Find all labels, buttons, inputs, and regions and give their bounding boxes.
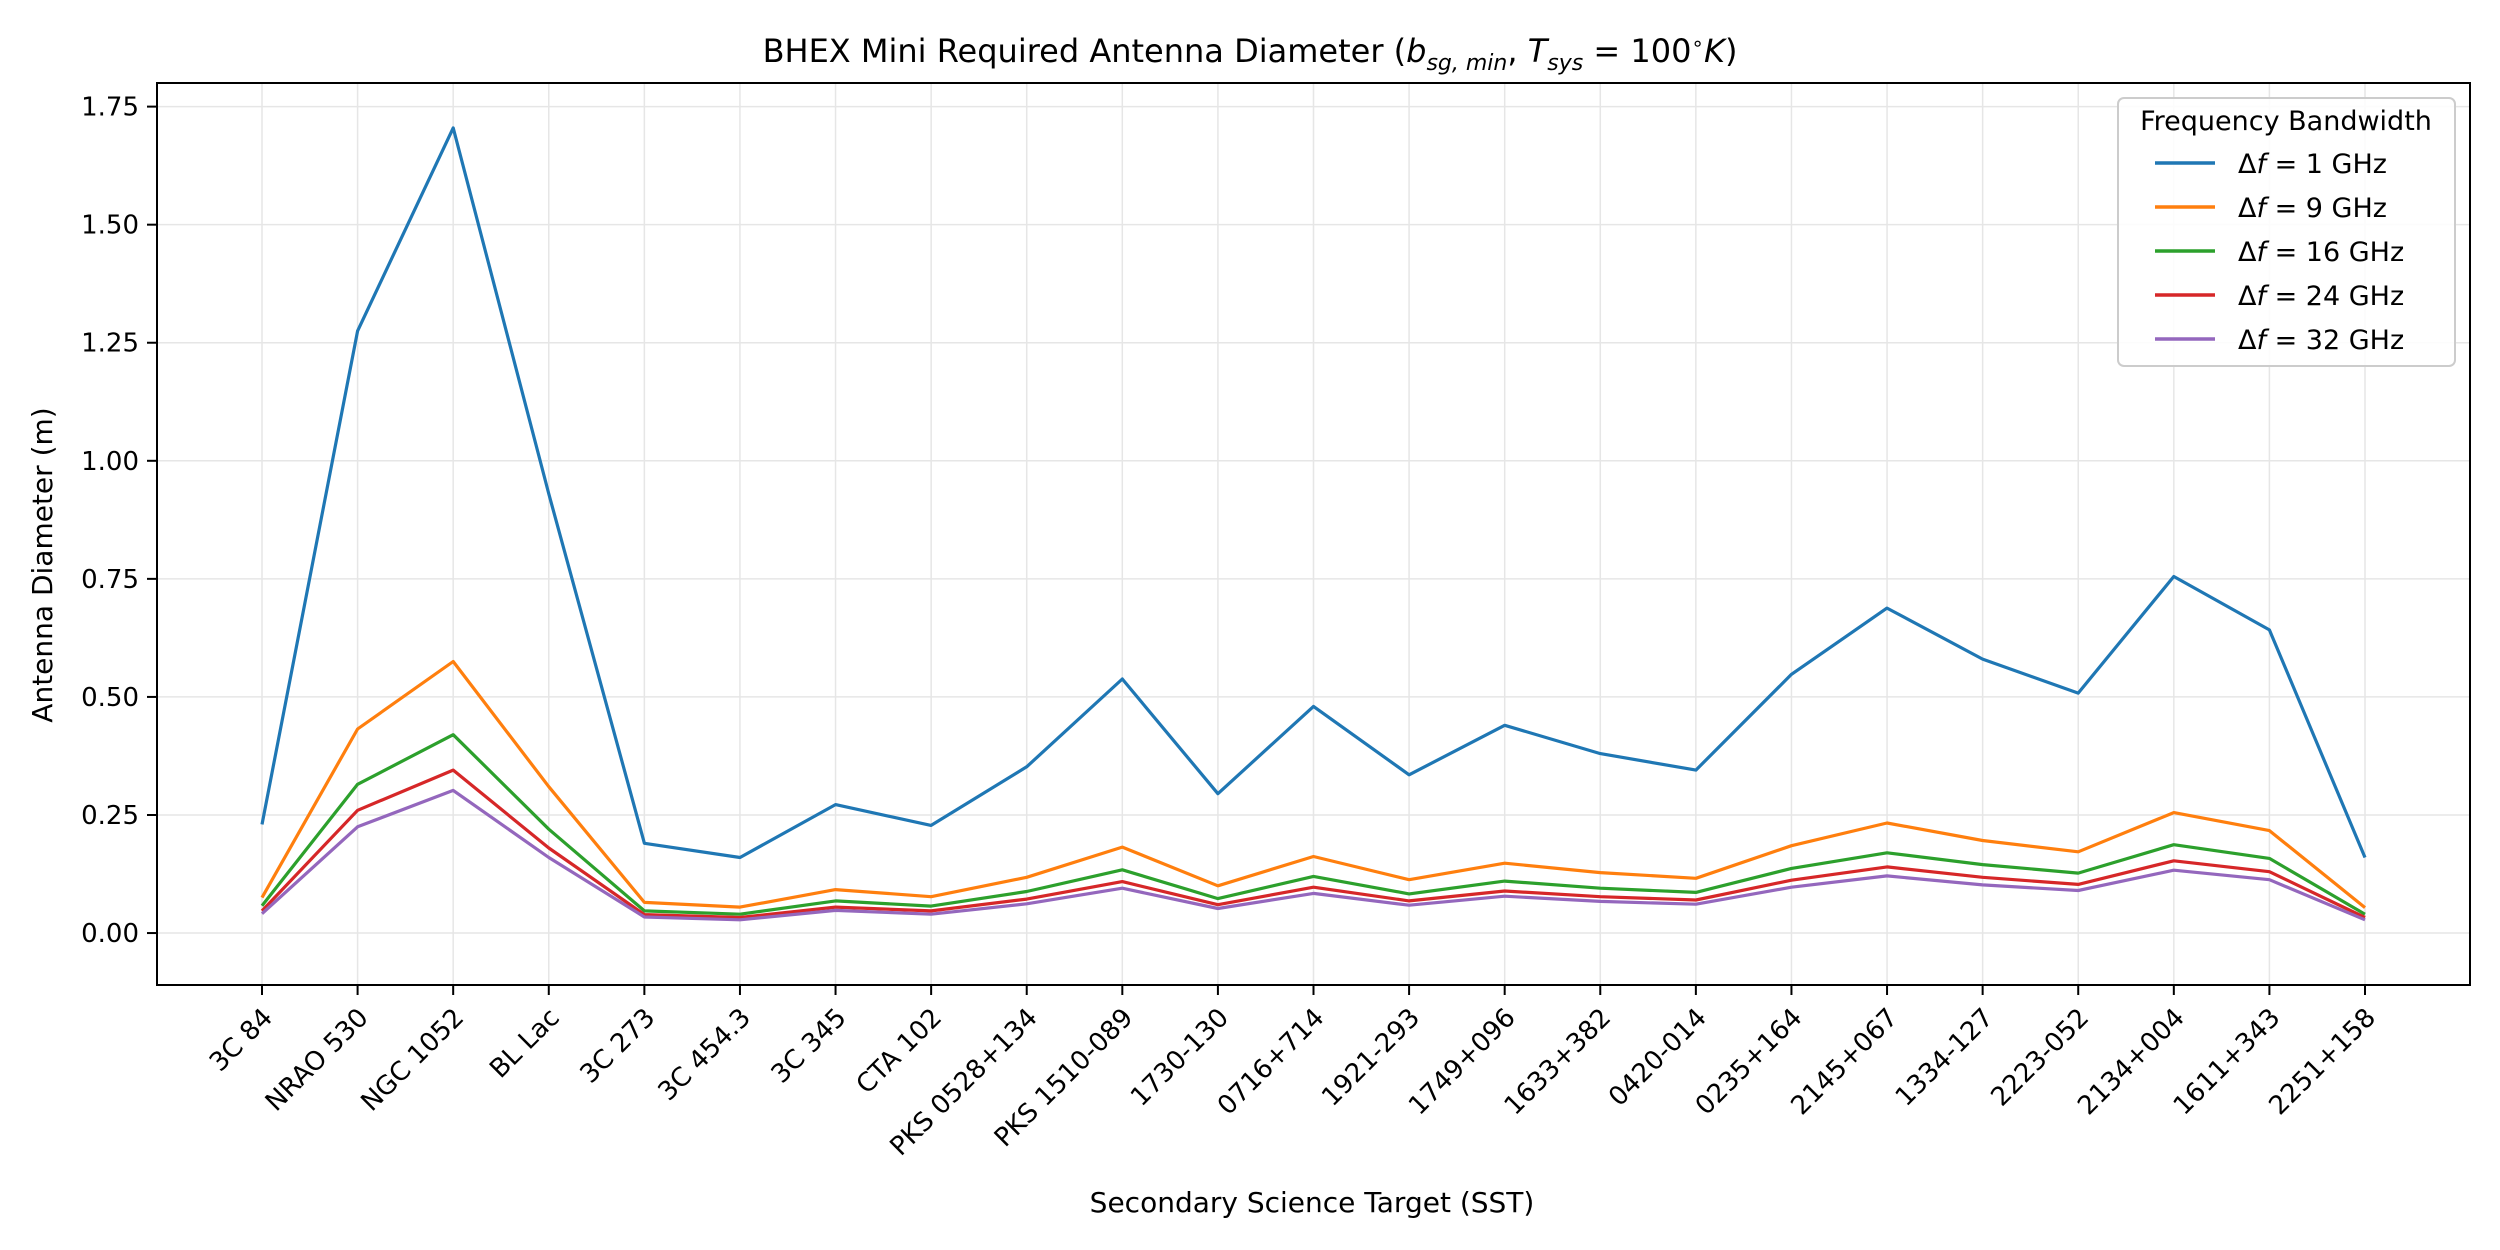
series-line-32-ghz: [260, 788, 2366, 922]
series-line-1-ghz: [260, 126, 2367, 860]
y-tick-label: 1.00: [81, 447, 139, 477]
lines-layer: [260, 126, 2367, 922]
grid-layer: [157, 83, 2470, 985]
legend-entry-label: Δf = 9 GHz: [2238, 193, 2387, 224]
series-line-16-ghz: [260, 733, 2366, 916]
y-tick-label: 1.50: [81, 211, 139, 241]
y-tick-label: 0.75: [81, 565, 139, 595]
y-tick-label: 1.75: [81, 93, 139, 123]
legend: Frequency Bandwidth Δf = 1 GHz Δf = 9 GHz…: [2117, 97, 2456, 367]
y-axis: 0.00 0.25 0.50 0.75 1.00 1.25 1.50 1.75: [81, 93, 157, 949]
y-tick-label: 0.50: [81, 683, 139, 713]
legend-entry-label: Δf = 24 GHz: [2238, 281, 2404, 312]
chart-title: BHEX Mini Required Antenna Diameter (bsg…: [763, 31, 1738, 76]
y-tick-label: 0.00: [81, 919, 139, 949]
legend-entry-label: Δf = 32 GHz: [2238, 325, 2404, 356]
x-axis-label: Secondary Science Target (SST): [1090, 1186, 1535, 1219]
y-axis-label: Antenna Diameter (m): [26, 407, 59, 722]
series-line-24-ghz: [260, 768, 2366, 920]
legend-box: [2117, 97, 2456, 367]
series-line-9-ghz: [260, 659, 2367, 909]
y-tick-label: 1.25: [81, 329, 139, 359]
legend-entry-label: Δf = 1 GHz: [2238, 149, 2387, 180]
legend-entries: Δf = 1 GHz Δf = 9 GHz Δf = 16 GHz Δf = 24 G…: [2155, 149, 2404, 356]
legend-title: Frequency Bandwidth: [2140, 106, 2432, 137]
legend-entry-label: Δf = 16 GHz: [2238, 237, 2404, 268]
y-tick-label: 0.25: [81, 801, 139, 831]
